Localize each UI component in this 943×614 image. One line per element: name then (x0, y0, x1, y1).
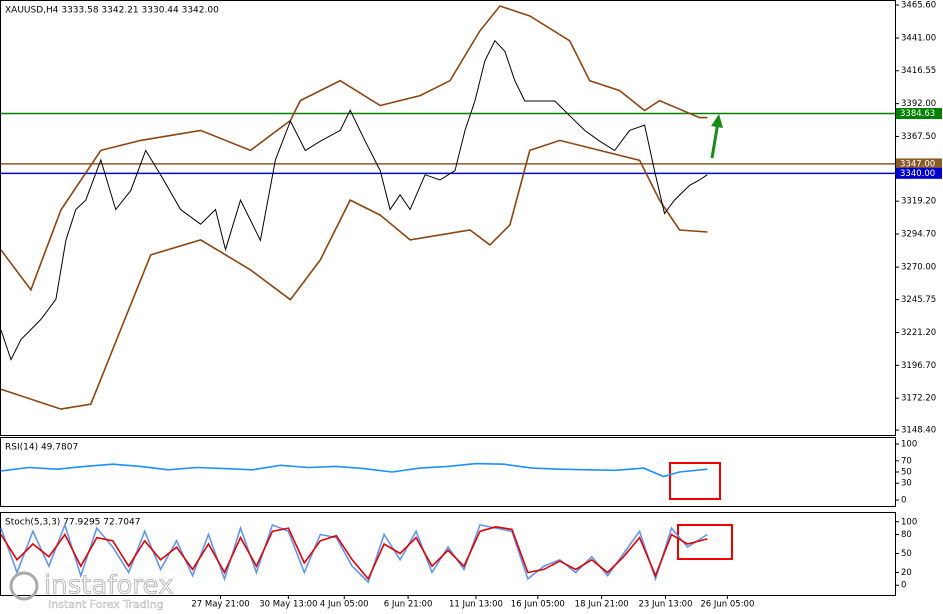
y-tick-label: 3441.00 (901, 33, 936, 43)
logo-icon (9, 571, 39, 601)
y-tick-label: 3465.60 (901, 1, 936, 11)
y-tick-label: 3319.20 (901, 197, 936, 207)
y-tick-label: 100 (901, 517, 917, 527)
y-tick-label: 50 (901, 549, 912, 559)
y-tick-label: 3221.20 (901, 328, 936, 338)
y-tick-label: 3245.75 (901, 295, 936, 305)
y-tick-label: 3270.00 (901, 263, 936, 273)
arrow (710, 121, 720, 159)
y-tick-label: 3172.20 (901, 394, 936, 404)
x-tick-label: 11 Jun 13:00 (449, 600, 503, 610)
rsi-panel (0, 437, 896, 507)
level-tag (896, 158, 942, 170)
panel-title: Stoch(5,3,3) 77.9295 72.7047 (5, 518, 140, 528)
x-tick-label: 26 Jun 05:00 (700, 600, 754, 610)
y-tick-label: 3196.70 (901, 361, 936, 371)
y-tick-label: 0 (901, 496, 906, 506)
series-line (0, 522, 708, 584)
arrow-head (711, 114, 723, 128)
panel-title: XAUUSD,H4 3333.58 3342.21 3330.44 3342.0… (5, 6, 219, 16)
y-tick-label: 70 (901, 456, 912, 466)
panel-title: RSI(14) 49.7807 (5, 443, 78, 453)
level-tag (896, 167, 942, 179)
highlight-box (669, 462, 721, 500)
price-panel (0, 0, 896, 436)
y-tick-label: 20 (901, 568, 912, 578)
y-tick-label: 50 (901, 468, 912, 478)
x-tick-label: 23 Jun 13:00 (639, 600, 693, 610)
y-tick-label: 3392.00 (901, 99, 936, 109)
highlight-box (677, 524, 733, 560)
level-label: 3384.63 (900, 109, 935, 119)
x-tick-label: 6 Jun 21:00 (384, 600, 433, 610)
y-tick-label: 3294.70 (901, 230, 936, 240)
y-tick-label: 80 (901, 530, 912, 540)
y-tick-label: 3148.40 (901, 426, 936, 436)
y-tick-label: 0 (901, 581, 906, 591)
y-tick-label: 3416.55 (901, 66, 936, 76)
level-label: 3340.00 (900, 169, 935, 179)
x-tick-label: 4 Jun 05:00 (320, 600, 369, 610)
series-line (0, 5, 708, 292)
series-line (0, 462, 708, 478)
x-tick-label: 27 May 21:00 (191, 600, 249, 610)
logo-tagline: Instant Forex Trading (48, 598, 164, 611)
x-tick-label: 18 Jun 21:00 (575, 600, 629, 610)
y-tick-label: 100 (901, 439, 917, 449)
y-tick-label: 30 (901, 479, 912, 489)
level-tag (896, 108, 942, 120)
series-line (0, 139, 708, 410)
series-line (0, 39, 708, 361)
logo-name: instaforex (44, 571, 173, 601)
stoch-panel (0, 512, 896, 596)
level-label: 3347.00 (900, 159, 935, 169)
x-tick-label: 30 May 13:00 (259, 600, 317, 610)
series-line (0, 525, 708, 581)
x-tick-label: 16 Jun 05:00 (511, 600, 565, 610)
y-tick-label: 3367.50 (901, 132, 936, 142)
